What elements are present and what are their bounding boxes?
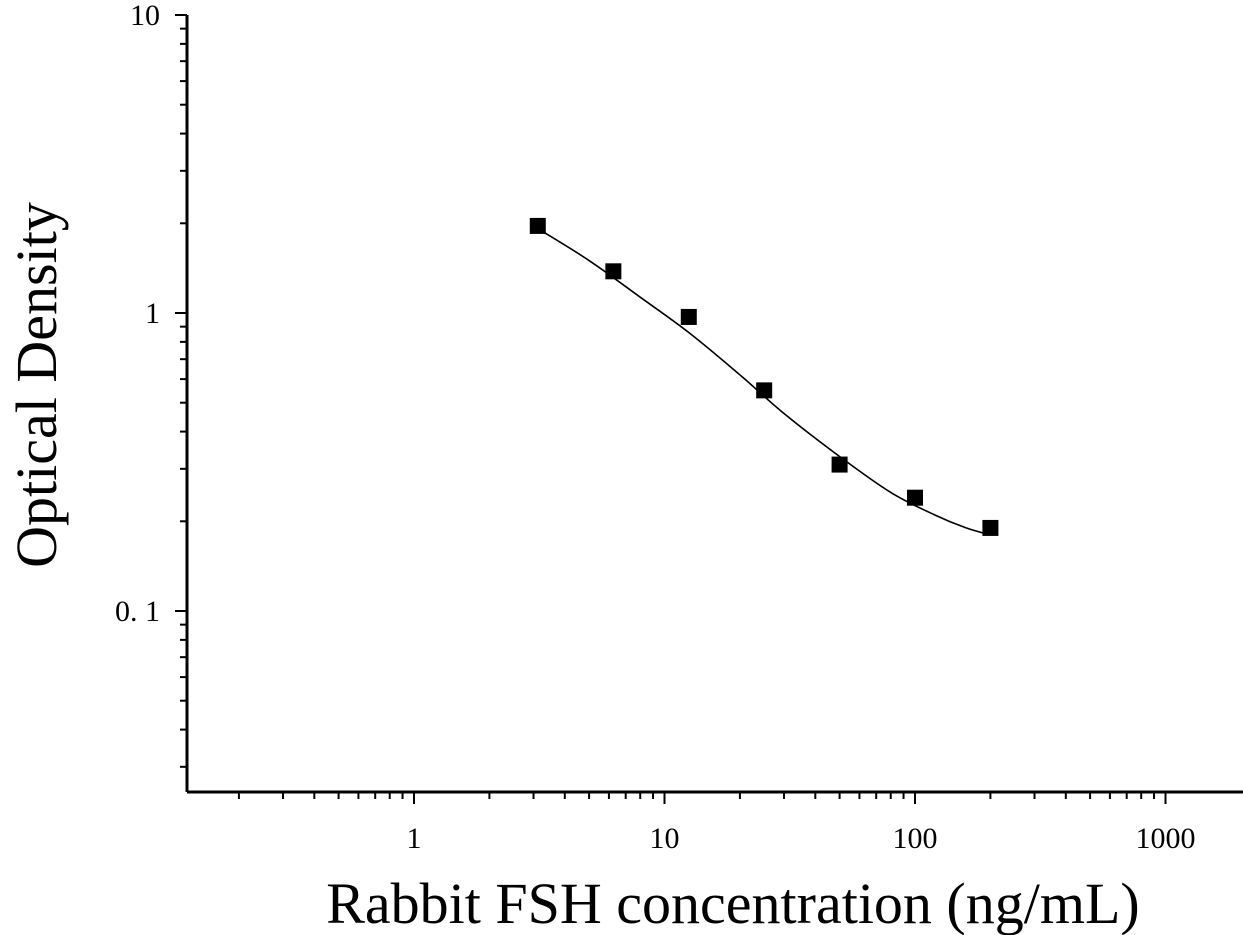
y-tick-label: 1 — [145, 297, 160, 330]
y-axis-title: Optical Density — [4, 202, 69, 568]
data-points — [529, 217, 999, 536]
y-tick-label: 0. 1 — [115, 595, 160, 628]
x-tick-label: 100 — [893, 822, 938, 855]
x-tick-label: 1000 — [1136, 822, 1196, 855]
fit-curve — [537, 227, 991, 536]
axes — [185, 15, 1243, 794]
data-point — [756, 382, 773, 399]
fit-curve-group — [537, 227, 991, 536]
x-tick-label: 1 — [407, 822, 422, 855]
y-tick-label: 10 — [130, 0, 160, 32]
data-point — [680, 308, 697, 325]
data-point — [982, 519, 999, 536]
data-point — [831, 456, 848, 473]
data-point — [605, 263, 622, 280]
x-axis-title: Rabbit FSH concentration (ng/mL) — [326, 871, 1139, 935]
y-axis-ticks: 0. 1 1 10 — [115, 0, 187, 768]
x-axis-ticks: 1 10 100 1000 — [237, 792, 1196, 855]
data-point — [907, 489, 923, 506]
x-tick-label: 10 — [650, 822, 680, 855]
data-point — [529, 217, 546, 234]
